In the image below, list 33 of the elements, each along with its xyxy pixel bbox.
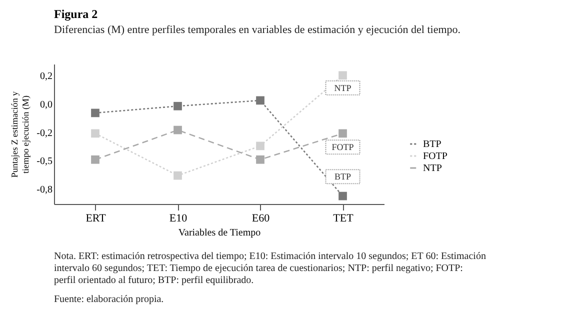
y-tick-label: 0,2	[40, 70, 52, 82]
text: Nota. ERT: estimación retrospectiva del tiempo; E10: Estimación intervalo 10 segundos; ET 60: Estimación intervalo 60 segundos; TET: Tiempo de ejecución tarea de cuestionarios; NTP: perfil negativo; FOTP: perfil orientado al futuro; BTP: perfil equilibrado.	[54, 251, 486, 286]
chart-title: Figura 2	[54, 7, 98, 21]
annotation: FOTP	[332, 142, 354, 152]
point	[91, 129, 100, 138]
source-note: Fuente: elaboración propia.	[54, 294, 164, 306]
x-tick-label: E60	[252, 212, 270, 224]
x-tick-label: E10	[169, 212, 188, 224]
legend-label: BTP	[423, 139, 442, 150]
point	[338, 129, 347, 138]
point	[338, 192, 347, 200]
legend-label: NTP	[423, 163, 442, 174]
legend-label: FOTP	[423, 151, 448, 162]
x-tick-label: TET	[333, 212, 354, 224]
annotation: NTP	[334, 82, 352, 93]
point	[338, 71, 347, 80]
chart-subtitle: Diferencias (M) entre perfiles temporales en variables de estimación y ejecución del tiempo.	[54, 24, 461, 36]
y-tick-label: -0,8	[36, 184, 52, 196]
point	[256, 142, 264, 150]
x-tick-label: ERT	[86, 212, 106, 224]
y-tick-label: 0,0	[40, 99, 52, 110]
point	[174, 171, 182, 180]
x-axis-title: Variables de Tiempo	[178, 228, 261, 238]
point	[174, 126, 182, 134]
y-tick-label: -0,5	[36, 156, 52, 168]
y-tick-label: -0,2	[36, 128, 52, 139]
point	[91, 155, 100, 164]
annotation: BTP	[334, 172, 352, 182]
point	[174, 102, 182, 110]
point	[256, 96, 264, 105]
point	[256, 155, 264, 164]
point	[91, 108, 100, 118]
y-axis-title: Puntajes Z estimación y tiempo ejecución (M)	[10, 90, 31, 178]
